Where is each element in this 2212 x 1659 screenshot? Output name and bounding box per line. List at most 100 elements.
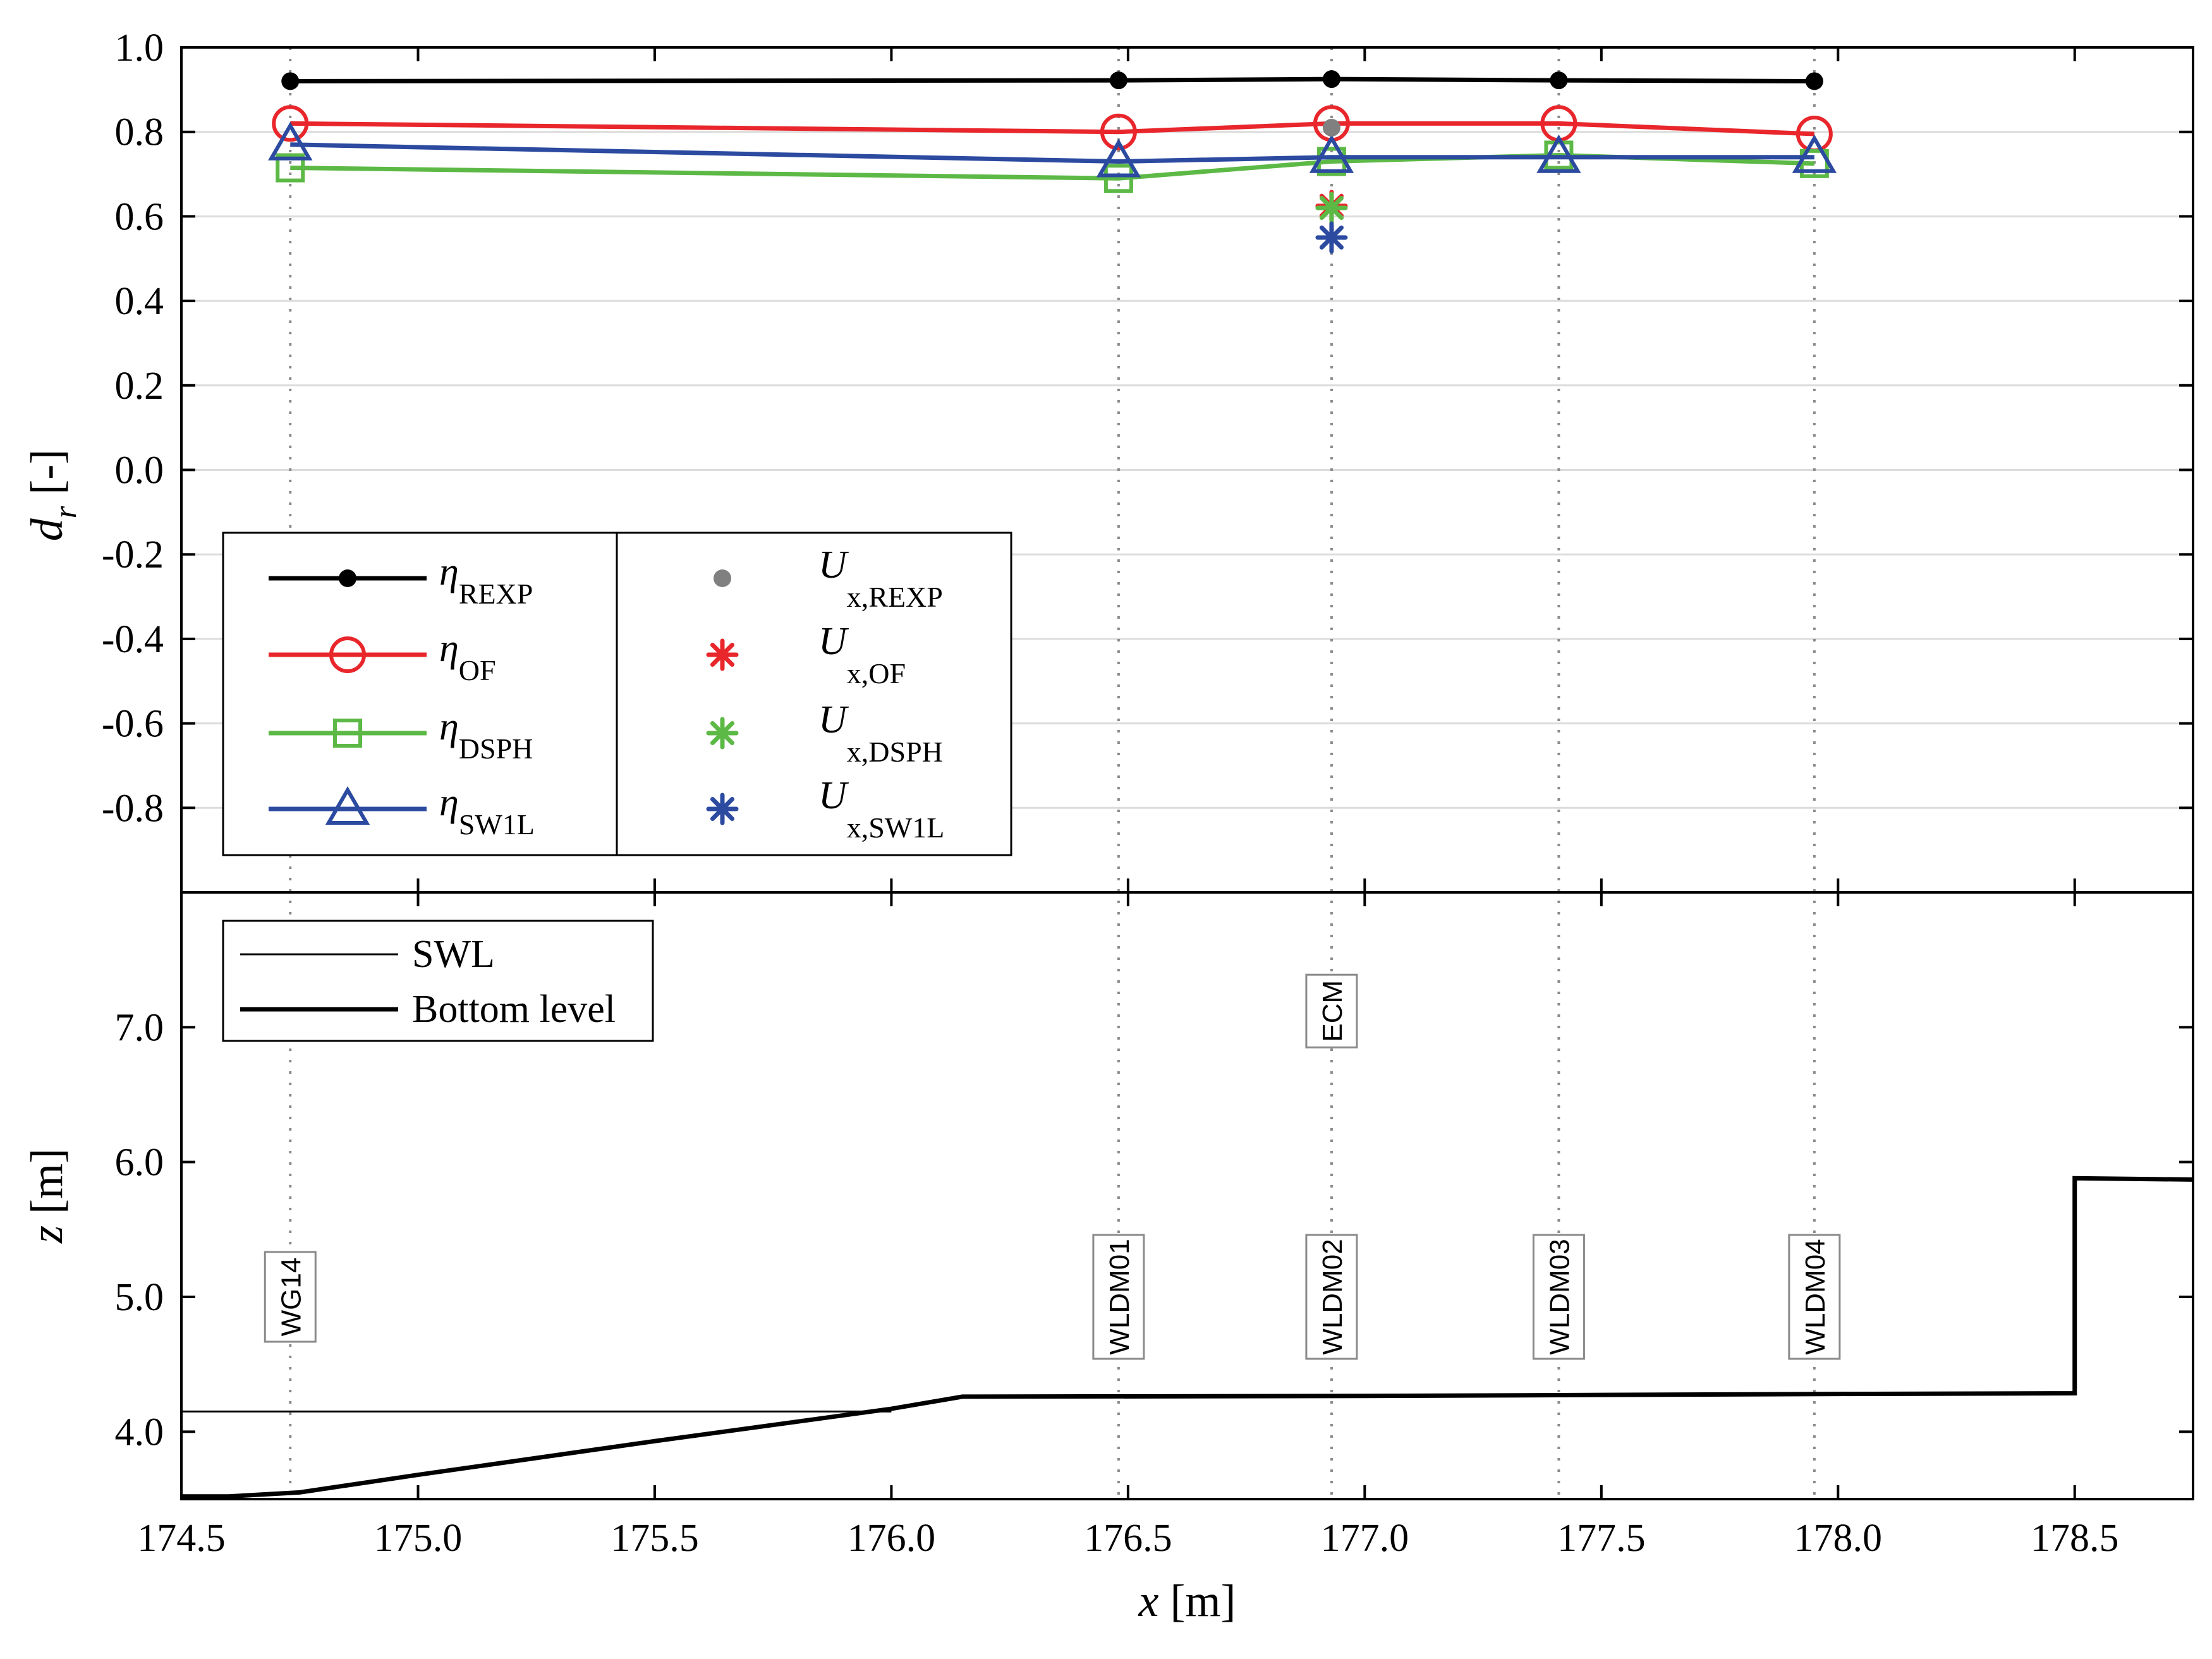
y-tick-label: -0.2: [102, 533, 164, 576]
y-tick-label: 0.4: [115, 280, 164, 323]
sensor-box: [1092, 1234, 1145, 1360]
x-axis-label: x [m]: [1138, 1576, 1236, 1626]
sensor-label-wg14: WG14: [264, 1251, 317, 1343]
y-tick-label: 7.0: [115, 1006, 164, 1049]
legend-marker: [339, 569, 356, 587]
y-tick-label: 0.8: [115, 111, 164, 154]
legend-symbol: U: [818, 544, 849, 586]
velocity-marker-xsw1l: [1315, 221, 1348, 254]
sensor-box: [1788, 1234, 1841, 1360]
x-tick-label: 174.5: [137, 1517, 226, 1560]
x-tick-label: 176.0: [848, 1517, 936, 1560]
marker-of: [272, 105, 309, 142]
marker-rexp: [281, 72, 300, 90]
top-plot: [268, 70, 1837, 254]
marker-dsph: [1103, 164, 1133, 193]
x-tick-label: 177.5: [1557, 1517, 1646, 1560]
sensor-box: [1305, 973, 1358, 1048]
velocity-marker-xdsph-stroke: [1319, 195, 1344, 221]
x-tick-label: 177.0: [1321, 1517, 1409, 1560]
axes: 1.0 0.8 0.6 0.4 0.2 0.0 -0.2 -0.4 -0.6 -0.8 7.0 6.0…: [21, 27, 2194, 1626]
legend-marker-stroke: [710, 642, 735, 667]
legend-label-xrexp: Ux,REXP: [818, 544, 943, 613]
legend-symbol: η: [439, 705, 459, 748]
x-tick-label: 175.0: [374, 1517, 463, 1560]
legend-symbol: η: [439, 627, 459, 670]
legend-symbol: η: [439, 781, 459, 824]
velocity-marker-xdsph: [1315, 191, 1348, 224]
ylabel-subscript: r: [47, 506, 83, 518]
y-tick-label: -0.8: [102, 787, 164, 830]
legend-label-xsw1l: Ux,SW1L: [818, 774, 944, 844]
legend-marker: [706, 793, 739, 825]
ylabel-symbol: d: [21, 518, 72, 541]
legend-label-xof: Ux,OF: [818, 620, 906, 690]
velocity-marker-xrexp: [1322, 119, 1340, 137]
sensor-box: [264, 1251, 317, 1343]
x-tick-label: 176.5: [1084, 1517, 1172, 1560]
legend-symbol: U: [818, 774, 849, 817]
legend-subscript: DSPH: [459, 732, 533, 765]
legend-label-xdsph: Ux,DSPH: [818, 698, 943, 768]
velocity-marker-xsw1l-stroke: [1319, 225, 1344, 250]
sensor-text: WG14: [276, 1258, 307, 1337]
bottom-legend: SWL Bottom level: [222, 920, 654, 1042]
legend-marker: [706, 717, 739, 750]
sensor-label-wldm03: WLDM03: [1532, 1234, 1585, 1360]
legend-subscript: x,OF: [847, 657, 906, 690]
y-tick-label: 0.0: [115, 449, 164, 492]
marker-sw1l: [1536, 134, 1581, 173]
sensor-text: ECM: [1317, 980, 1348, 1042]
x-tick-label: 175.5: [611, 1517, 699, 1560]
legend-marker-stroke: [710, 796, 735, 822]
y-tick-label: 6.0: [115, 1141, 164, 1184]
sensor-text: WLDM01: [1104, 1239, 1135, 1354]
legends: ηREXPηOFηDSPHηSW1LUx,REXPUx,OFUx,DSPHUx,…: [222, 532, 1012, 1042]
sensor-text: WLDM02: [1317, 1239, 1348, 1354]
legend-marker: [706, 638, 739, 671]
sensor-label-wldm04: WLDM04: [1788, 1234, 1841, 1360]
legend-label: SWL: [412, 933, 495, 976]
sensor-label-wldm01: WLDM01: [1092, 1234, 1145, 1360]
legend-subscript: REXP: [459, 578, 533, 610]
legend-subscript: OF: [459, 654, 496, 686]
sensor-label-ecm: ECM: [1305, 973, 1358, 1048]
legend-symbol: η: [439, 550, 459, 593]
marker-sw1l: [1792, 134, 1837, 173]
series-line-sw1l: [290, 142, 1814, 164]
y-axis-label-top: dr [-]: [21, 449, 83, 541]
marker-dsph: [276, 153, 305, 183]
top-legend: ηREXPηOFηDSPHηSW1LUx,REXPUx,OFUx,DSPHUx,…: [222, 532, 1012, 856]
marker-of: [1100, 113, 1137, 150]
ylabel-symbol: z: [21, 1225, 72, 1244]
legend-box: [222, 920, 654, 1042]
marker-rexp: [1322, 70, 1340, 88]
legend-label-of: ηOF: [439, 627, 496, 686]
y-tick-label: -0.4: [102, 618, 164, 661]
legend-label-rexp: ηREXP: [439, 550, 533, 610]
legend-marker: [329, 636, 366, 673]
xlabel-symbol: x: [1138, 1576, 1159, 1626]
sensor-text: WLDM03: [1544, 1239, 1575, 1354]
legend-subscript: x,REXP: [847, 581, 943, 613]
legend-marker: [714, 569, 731, 587]
y-tick-label: 0.6: [115, 195, 164, 238]
legend-symbol: U: [818, 698, 849, 741]
legend-subscript: SW1L: [459, 808, 535, 841]
legend-label-sw1l: ηSW1L: [439, 781, 535, 841]
marker-sw1l: [268, 121, 313, 161]
bottom-plot: WG14 WLDM01 WLDM02 ECM WLDM03 WLDM04: [181, 973, 2194, 1499]
y-tick-label: 1.0: [115, 27, 164, 70]
legend-subscript: x,DSPH: [847, 736, 943, 768]
bottom-level-line: [181, 1176, 2194, 1499]
marker-sw1l: [1309, 134, 1354, 173]
xlabel-unit: [m]: [1159, 1576, 1236, 1626]
marker-rexp: [1550, 71, 1568, 90]
legend-label-dsph: ηDSPH: [439, 705, 533, 765]
bottom-axes-frame: [180, 891, 2194, 1500]
legend-marker: [333, 719, 362, 748]
y-tick-label: 4.0: [115, 1411, 164, 1454]
y-tick-label: 5.0: [115, 1276, 164, 1319]
ylabel-unit: [-]: [21, 449, 72, 506]
marker-rexp: [1109, 71, 1127, 90]
